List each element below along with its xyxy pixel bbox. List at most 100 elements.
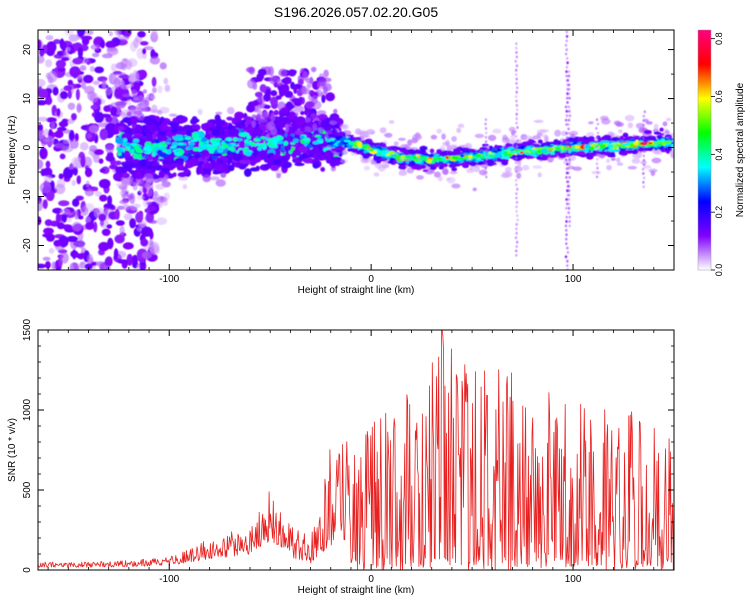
heatmap-cell [243, 116, 253, 121]
heatmap-cell [149, 123, 157, 131]
heatmap-cell [63, 85, 73, 92]
heatmap-cell [505, 142, 511, 148]
heatmap-cell [178, 115, 188, 123]
heatmap-cell [115, 136, 124, 145]
heatmap-cell [117, 152, 122, 156]
heatmap-cell [59, 208, 71, 215]
heatmap-cell [177, 142, 184, 146]
heatmap-cell [39, 147, 48, 160]
heatmap-cell [69, 139, 79, 149]
heatmap-cell [114, 160, 122, 166]
heatmap-cell [663, 140, 672, 144]
heatmap-cell [141, 251, 152, 259]
heatmap-cell [72, 198, 80, 207]
heatmap-cell [276, 157, 288, 162]
heatmap-cell [432, 162, 441, 167]
heatmap-cell [449, 171, 458, 175]
heatmap-cell [145, 128, 151, 135]
heatmap-cell [120, 84, 131, 90]
heatmap-cell [505, 166, 512, 173]
heatmap-cell [84, 85, 95, 95]
heatmap-cell [132, 182, 138, 191]
heatmap-cell [312, 161, 320, 169]
heatmap-cell [312, 141, 320, 145]
heatmap-cell [631, 149, 639, 155]
heatmap-cell [433, 171, 441, 178]
heatmap-cell [302, 71, 309, 81]
heatmap-cell [422, 169, 429, 172]
heatmap-cell [182, 184, 188, 190]
heatmap-cell [631, 158, 641, 164]
heatmap-cell [379, 127, 387, 134]
heatmap-cell [164, 141, 171, 145]
heatmap-cell [606, 144, 613, 147]
heatmap-cell [467, 155, 473, 158]
heatmap-cell [158, 129, 166, 137]
heatmap-cell [648, 168, 658, 173]
heatmap-cell [115, 220, 125, 226]
heatmap-cell [122, 58, 128, 63]
heatmap-cell [542, 134, 548, 139]
heatmap-cell [79, 65, 87, 71]
heatmap-cell [619, 135, 624, 141]
heatmap-cell [132, 138, 140, 143]
heatmap-cell [659, 127, 664, 132]
heatmap-cell [151, 168, 156, 173]
heatmap-cell [53, 39, 61, 45]
heatmap-cell [200, 137, 208, 142]
heatmap-cell [178, 176, 189, 181]
heatmap-cell [514, 130, 517, 134]
heatmap-cell [284, 123, 289, 134]
heatmap-cell [113, 77, 121, 89]
heatmap-cell [85, 221, 95, 230]
heatmap-cell [252, 148, 258, 158]
heatmap-cell [606, 164, 612, 171]
heatmap-cell [47, 70, 58, 83]
heatmap-cell [201, 149, 210, 157]
heatmap-cell [158, 143, 163, 147]
heatmap-cell [119, 101, 128, 106]
heatmap-cell [38, 159, 44, 170]
heatmap-cell [363, 165, 370, 171]
heatmap-cell [307, 149, 318, 155]
heatmap-cell [662, 121, 668, 127]
heatmap-cell [230, 147, 235, 152]
heatmap-cell [340, 138, 347, 141]
heatmap-cell [212, 142, 218, 147]
heatmap-cell [140, 238, 149, 247]
heatmap-cell [89, 92, 99, 103]
heatmap-cell [515, 143, 518, 147]
heatmap-cell [149, 241, 155, 251]
heatmap-cell [163, 192, 170, 201]
heatmap-cell [515, 148, 519, 151]
heatmap-cell [574, 145, 581, 149]
heatmap-cell [248, 66, 255, 75]
heatmap-cell [155, 183, 165, 190]
heatmap-cell [110, 106, 118, 117]
heatmap-cell [384, 132, 393, 138]
heatmap-cell [474, 133, 485, 139]
heatmap-cell [612, 145, 618, 150]
heatmap-cell [451, 167, 458, 172]
heatmap-cell [263, 156, 269, 163]
heatmap-cell [429, 165, 437, 170]
heatmap-cell [225, 138, 233, 142]
heatmap-cell [174, 157, 185, 163]
heatmap-cell [540, 148, 548, 153]
heatmap-cell [105, 40, 117, 49]
heatmap-cell [123, 138, 128, 143]
heatmap-cell [266, 157, 275, 165]
heatmap-cell [294, 130, 304, 136]
heatmap-cell [273, 109, 279, 116]
heatmap-cell [294, 105, 305, 113]
heatmap-cell [131, 123, 137, 129]
heatmap-cell [515, 170, 518, 174]
heatmap-cell [45, 59, 53, 68]
heatmap-cell [606, 158, 610, 163]
heatmap-cell [149, 162, 160, 167]
heatmap-cell [500, 173, 510, 179]
heatmap-cell [52, 86, 59, 96]
heatmap-cell [43, 227, 54, 235]
heatmap-cell [412, 155, 417, 159]
heatmap-cell [206, 144, 214, 148]
